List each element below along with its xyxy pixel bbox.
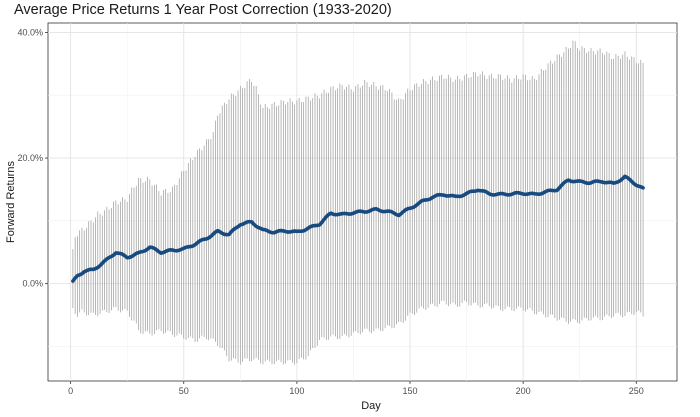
x-tick-label: 0 [68, 386, 73, 396]
y-axis-title: Forward Returns [5, 161, 17, 243]
mean-line-layer [71, 174, 645, 283]
y-tick-label: 0.0% [22, 279, 43, 289]
x-tick-label: 150 [402, 386, 417, 396]
x-tick-label: 100 [289, 386, 304, 396]
x-axis-title: Day [361, 400, 381, 412]
chart-title: Average Price Returns 1 Year Post Correc… [14, 2, 392, 18]
x-tick-label: 50 [179, 386, 189, 396]
x-tick-label: 250 [629, 386, 644, 396]
y-tick-label: 20.0% [17, 153, 43, 163]
mean-return-line [71, 174, 645, 283]
x-tick-label: 200 [516, 386, 531, 396]
axes: 0.0% 20.0% 40.0% 0 50 100 150 200 250 [17, 27, 643, 396]
y-tick-label: 40.0% [17, 27, 43, 37]
